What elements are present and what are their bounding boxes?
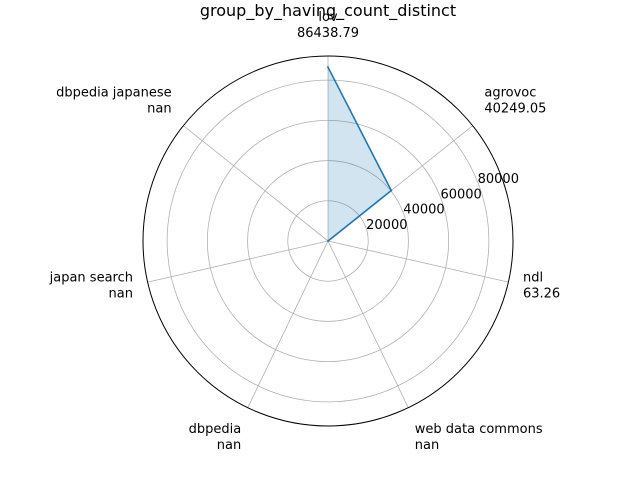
category-value-label: 63.26 [523,287,560,302]
data-point [327,240,330,243]
category-label: agrovoc [484,85,536,100]
category-label: dbpedia [189,422,242,437]
outer-frame [142,55,514,427]
series-line-segment [327,189,393,242]
spoke-line [183,125,329,242]
spoke-line [327,240,409,408]
rtick-label: 80000 [478,172,519,187]
spoke-line [147,240,329,283]
rtick-label: 40000 [403,203,444,218]
category-label: ndl [523,271,543,286]
chart-title: group_by_having_count_distinct [200,1,456,21]
category-value-label: 40249.05 [484,101,546,116]
data-point [327,66,329,69]
rtick-label: 20000 [366,218,407,233]
category-label: web data commons [415,422,543,437]
series-line-segment [327,66,393,192]
category-value-label: nan [147,101,171,116]
category-value-label: nan [217,438,241,453]
radar-series [327,66,393,243]
series-area [328,67,392,242]
category-value-label: nan [109,287,133,302]
category-value-label: nan [415,438,439,453]
category-label: japan search [49,271,133,286]
spoke-line [327,240,509,283]
rtick-label: 60000 [440,187,481,202]
category-label: lov [318,10,338,25]
radar-grid [142,55,514,427]
spoke-line [247,240,329,408]
category-value-label: 86438.79 [297,26,359,41]
data-point [390,189,393,192]
category-label: dbpedia japanese [56,85,172,100]
